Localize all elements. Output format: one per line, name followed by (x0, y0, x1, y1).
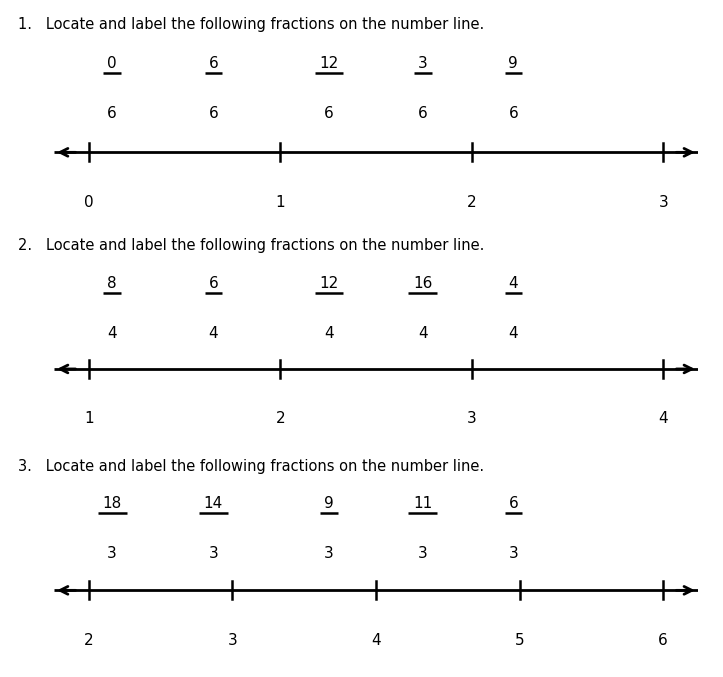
Text: 3.   Locate and label the following fractions on the number line.: 3. Locate and label the following fracti… (18, 459, 484, 474)
Text: 6: 6 (208, 106, 218, 121)
Text: 3: 3 (208, 546, 218, 561)
Text: 16: 16 (414, 276, 432, 291)
Text: 3: 3 (324, 546, 334, 561)
Text: 12: 12 (320, 56, 338, 71)
Text: 3: 3 (418, 56, 428, 71)
Text: 4: 4 (208, 326, 218, 341)
Text: 2: 2 (467, 195, 476, 210)
Text: 11: 11 (414, 496, 432, 511)
Text: 1: 1 (275, 195, 285, 210)
Text: 2: 2 (275, 411, 285, 427)
Text: 4: 4 (324, 326, 334, 341)
Text: 18: 18 (103, 496, 121, 511)
Text: 4: 4 (659, 411, 668, 427)
Text: 4: 4 (418, 326, 428, 341)
Text: 3: 3 (418, 546, 428, 561)
Text: 3: 3 (107, 546, 117, 561)
Text: 6: 6 (208, 56, 218, 71)
Text: 2: 2 (84, 632, 93, 648)
Text: 4: 4 (107, 326, 117, 341)
Text: 3: 3 (467, 411, 476, 427)
Text: 12: 12 (320, 276, 338, 291)
Text: 0: 0 (107, 56, 117, 71)
Text: 3: 3 (228, 632, 237, 648)
Text: 2.   Locate and label the following fractions on the number line.: 2. Locate and label the following fracti… (18, 238, 484, 253)
Text: 1: 1 (84, 411, 93, 427)
Text: 3: 3 (508, 546, 518, 561)
Text: 6: 6 (508, 106, 518, 121)
Text: 14: 14 (204, 496, 223, 511)
Text: 3: 3 (659, 195, 668, 210)
Text: 0: 0 (84, 195, 93, 210)
Text: 6: 6 (324, 106, 334, 121)
Text: 4: 4 (371, 632, 381, 648)
Text: 9: 9 (324, 496, 334, 511)
Text: 9: 9 (508, 56, 518, 71)
Text: 6: 6 (107, 106, 117, 121)
Text: 6: 6 (208, 276, 218, 291)
Text: 8: 8 (107, 276, 117, 291)
Text: 6: 6 (508, 496, 518, 511)
Text: 6: 6 (659, 632, 668, 648)
Text: 6: 6 (418, 106, 428, 121)
Text: 4: 4 (508, 326, 518, 341)
Text: 4: 4 (508, 276, 518, 291)
Text: 5: 5 (515, 632, 524, 648)
Text: 1.   Locate and label the following fractions on the number line.: 1. Locate and label the following fracti… (18, 17, 484, 32)
